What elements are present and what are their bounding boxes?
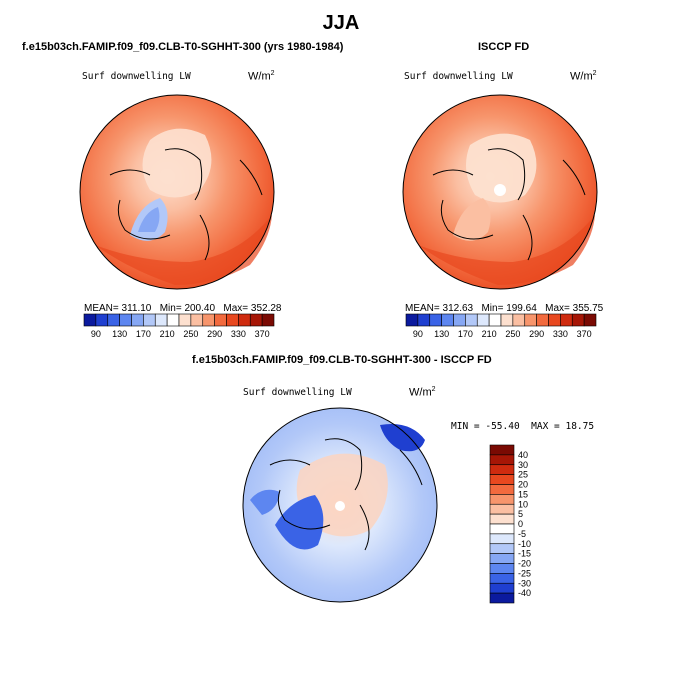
panel1-stats: MEAN= 311.10 Min= 200.40 Max= 352.28 xyxy=(84,303,282,314)
panel2-colorbar-swatch xyxy=(405,313,419,327)
panel3-colorbar-tick-label: -20 xyxy=(518,559,531,569)
panel1-colorbar-swatch xyxy=(143,313,156,327)
panel1-colorbar-swatch xyxy=(261,313,275,327)
panel1-colorbar-swatch xyxy=(95,313,109,327)
panel3-colorbar-tick-label: -30 xyxy=(518,578,531,588)
panel2-colorbar-swatch xyxy=(453,313,466,327)
panel3-variable-label: Surf downwelling LW xyxy=(243,387,352,398)
panel2-colorbar-swatch xyxy=(560,313,573,327)
panel1-map xyxy=(79,94,275,290)
panel3-colorbar-swatch xyxy=(489,484,515,495)
panel1-colorbar-tick-label: 170 xyxy=(136,329,151,339)
panel1-variable-label: Surf downwelling LW xyxy=(82,71,191,82)
panel2-colorbar-swatch xyxy=(571,313,585,327)
panel3-title: f.e15b03ch.FAMIP.f09_f09.CLB-T0-SGHHT-30… xyxy=(192,354,492,366)
panel3-colorbar-tick-label: -25 xyxy=(518,568,531,578)
panel2-colorbar-swatch xyxy=(583,313,597,327)
panel3-colorbar-swatch xyxy=(489,513,515,525)
panel1-colorbar-swatch xyxy=(166,313,180,327)
panel2-stats: MEAN= 312.63 Min= 199.64 Max= 355.75 xyxy=(405,303,604,314)
panel1-colorbar-tick-label: 210 xyxy=(160,329,175,339)
panel2-colorbar-swatch xyxy=(488,313,502,327)
panel2-colorbar-swatch xyxy=(429,313,442,327)
panel1-colorbar-swatch xyxy=(131,313,144,327)
panel3-colorbar-tick-label: 25 xyxy=(518,470,528,480)
panel3-colorbar-tick-label: 15 xyxy=(518,489,528,499)
panel2-map xyxy=(402,94,598,290)
panel2-units-label: W/m2 xyxy=(570,70,597,83)
panel3-colorbar-tick-label: 40 xyxy=(518,450,528,460)
panel1-colorbar-swatch xyxy=(226,313,239,327)
panel3-units-label: W/m2 xyxy=(409,386,436,399)
panel2-colorbar-swatch xyxy=(500,313,514,327)
panel3-colorbar-swatch xyxy=(489,563,515,574)
panel3-colorbar-tick-label: 0 xyxy=(518,519,523,529)
panel3-colorbar-tick-label: 20 xyxy=(518,480,528,490)
panel2-colorbar-tick-label: 90 xyxy=(413,329,423,339)
panel2-colorbar-tick-label: 370 xyxy=(577,329,592,339)
panel1-colorbar-swatch xyxy=(107,313,120,327)
panel1-colorbar-swatch xyxy=(154,313,168,327)
panel1-colorbar-swatch xyxy=(178,313,192,327)
panel3-colorbar-swatch xyxy=(489,454,515,466)
panel3-colorbar-tick-label: 5 xyxy=(518,509,523,519)
panel2-colorbar-tick-label: 210 xyxy=(482,329,497,339)
panel1-colorbar-swatch xyxy=(119,313,132,327)
panel2-colorbar-swatch xyxy=(512,313,526,327)
panel1-colorbar-tick-label: 370 xyxy=(255,329,270,339)
panel2-colorbar-swatch xyxy=(417,313,431,327)
panel3-colorbar-swatch xyxy=(489,553,515,564)
panel3-colorbar-swatch xyxy=(489,533,515,545)
panel2-colorbar-swatch xyxy=(548,313,561,327)
panel3-colorbar-swatch xyxy=(489,543,515,554)
panel3-stats: MIN = -55.40 MAX = 18.75 xyxy=(451,421,595,432)
panel1-colorbar-swatch xyxy=(202,313,215,327)
panel2-title: ISCCP FD xyxy=(478,41,530,53)
panel2-colorbar-tick-label: 170 xyxy=(458,329,473,339)
panel1-colorbar-tick-label: 250 xyxy=(183,329,198,339)
panel1-colorbar-tick-label: 330 xyxy=(231,329,246,339)
panel3-colorbar-swatch xyxy=(489,464,515,475)
panel2-colorbar-swatch xyxy=(441,313,454,327)
panel3-colorbar-tick-label: 10 xyxy=(518,499,528,509)
panel3-colorbar-swatch xyxy=(489,573,515,584)
panel3-colorbar-tick-label: -40 xyxy=(518,588,531,598)
panel3-colorbar-swatch xyxy=(489,582,515,594)
panel1-colorbar-swatch xyxy=(249,313,263,327)
panel1-colorbar-swatch xyxy=(190,313,204,327)
panel3-colorbar-swatch xyxy=(489,503,515,515)
panel2-colorbar-swatch xyxy=(465,313,478,327)
panel1-title: f.e15b03ch.FAMIP.f09_f09.CLB-T0-SGHHT-30… xyxy=(22,41,344,53)
panel1-colorbar: 90 130 170 210 250 290 330 370 xyxy=(83,313,275,339)
panel2-colorbar-tick-label: 250 xyxy=(505,329,520,339)
panel3-colorbar-swatch xyxy=(489,494,515,505)
panel3-colorbar-tick-label: -15 xyxy=(518,549,531,559)
page-title: JJA xyxy=(322,12,360,34)
panel1-colorbar-tick-label: 290 xyxy=(207,329,222,339)
panel3-colorbar-swatch xyxy=(489,474,515,485)
panel2-colorbar-swatch xyxy=(536,313,549,327)
panel3-colorbar-swatch xyxy=(489,523,515,535)
panel2-colorbar-swatch xyxy=(476,313,490,327)
panel2-colorbar-tick-label: 290 xyxy=(529,329,544,339)
panel2-colorbar-tick-label: 130 xyxy=(434,329,449,339)
panel1-units-label: W/m2 xyxy=(248,70,275,83)
panel3-map xyxy=(242,407,438,603)
panel3-colorbar-tick-label: 30 xyxy=(518,460,528,470)
panel1-colorbar-tick-label: 130 xyxy=(112,329,127,339)
panel3-colorbar-tick-label: -5 xyxy=(518,529,526,539)
panel3-colorbar-tick-label: -10 xyxy=(518,539,531,549)
panel2-colorbar: 90 130 170 210 250 290 330 370 xyxy=(405,313,597,339)
panel2-colorbar-swatch xyxy=(524,313,537,327)
panel1-colorbar-swatch xyxy=(238,313,251,327)
panel1-colorbar-tick-label: 90 xyxy=(91,329,101,339)
panel1-colorbar-swatch xyxy=(214,313,227,327)
panel3-colorbar-swatch xyxy=(489,444,515,456)
panel3-colorbar-swatch xyxy=(489,592,515,604)
panel1-colorbar-swatch xyxy=(83,313,97,327)
panel2-variable-label: Surf downwelling LW xyxy=(404,71,513,82)
panel2-colorbar-tick-label: 330 xyxy=(553,329,568,339)
